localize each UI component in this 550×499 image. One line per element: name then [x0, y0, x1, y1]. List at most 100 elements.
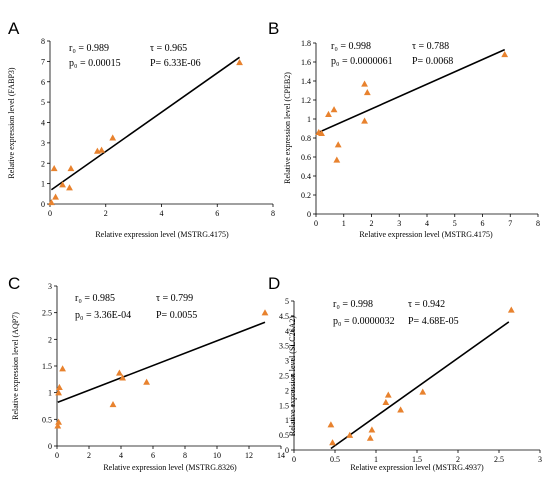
y-tick-label: 8 [41, 37, 45, 46]
data-point [318, 129, 325, 136]
x-tick-label: 5 [453, 219, 457, 228]
y-tick-label: 0.5 [279, 431, 289, 440]
y-tick-label: 0.2 [301, 191, 311, 200]
stat-p: P= 6.33E-06 [150, 58, 201, 69]
data-point [501, 51, 509, 58]
y-tick-label: 1.5 [279, 401, 289, 410]
x-tick-label: 0.5 [330, 455, 340, 464]
y-tick-label: 0 [285, 446, 289, 455]
panel-letter: A [8, 19, 20, 38]
y-tick-label: 0.5 [42, 415, 52, 424]
x-tick-label: 2.5 [494, 455, 504, 464]
panel-letter: C [8, 274, 20, 293]
fit-line [50, 56, 241, 191]
y-tick-label: 0 [41, 200, 45, 209]
x-tick-label: 1 [342, 219, 346, 228]
y-tick-label: 3 [41, 139, 45, 148]
data-point [330, 106, 338, 113]
data-point [143, 378, 150, 385]
y-tick-label: 2 [41, 159, 45, 168]
data-point [98, 146, 105, 153]
stat-p: P= 0.0068 [412, 56, 453, 67]
data-point [361, 117, 368, 124]
x-tick-label: 6 [215, 209, 219, 218]
data-point [334, 141, 342, 148]
x-tick-label: 14 [277, 451, 285, 460]
x-tick-label: 2 [104, 209, 108, 218]
panel-letter: B [268, 19, 279, 38]
stat-r0: r₀ = 0.989 [69, 43, 109, 54]
stat-tau: τ = 0.788 [412, 41, 449, 52]
data-point [59, 181, 66, 188]
y-tick-label: 1.6 [301, 58, 311, 67]
y-tick-label: 1.5 [42, 362, 52, 371]
x-tick-label: 4 [425, 219, 429, 228]
y-tick-label: 1 [41, 180, 45, 189]
stat-tau: τ = 0.942 [408, 299, 445, 310]
data-point [47, 198, 55, 206]
x-tick-label: 1.5 [412, 455, 422, 464]
x-tick-label: 4 [160, 209, 164, 218]
stat-p0: p₀ = 3.36E-04 [75, 310, 131, 321]
y-tick-label: 2 [285, 386, 289, 395]
data-point [346, 431, 354, 438]
stat-p0: p₀ = 0.00015 [69, 58, 121, 69]
x-tick-label: 7 [508, 219, 512, 228]
fit-line [318, 48, 506, 134]
y-axis-label: Relative expression level (CPEB2) [283, 72, 292, 184]
x-tick-label: 1 [374, 455, 378, 464]
data-point [50, 164, 58, 172]
x-tick-label: 12 [245, 451, 253, 460]
stat-r0: r₀ = 0.998 [333, 299, 373, 310]
y-tick-label: 1 [48, 389, 52, 398]
data-point [59, 365, 66, 372]
y-tick-label: 0 [307, 210, 311, 219]
fit-line [57, 321, 266, 404]
stat-p0: p₀ = 0.0000032 [333, 316, 395, 327]
y-axis-label: Relative expression level (AQP7) [11, 312, 20, 420]
data-point [384, 391, 392, 398]
y-tick-label: 7 [41, 57, 45, 66]
data-point [55, 418, 62, 425]
y-tick-label: 0.6 [301, 153, 311, 162]
x-tick-label: 0 [314, 219, 318, 228]
y-tick-label: 2 [48, 335, 52, 344]
y-tick-label: 4.5 [279, 312, 289, 321]
y-axis-label: Relative expression level (SLC26A2) [288, 316, 297, 437]
x-tick-label: 10 [213, 451, 221, 460]
data-point [119, 374, 126, 381]
y-tick-label: 5 [285, 297, 289, 306]
panel-b: B 0 1 2 3 4 5 6 7 8 0 0.2 0.4 0.6 0.8 1 1.2 1.4 1.6 1.8 Rela… [268, 19, 540, 239]
data-point [507, 306, 515, 313]
x-tick-label: 8 [183, 451, 187, 460]
x-tick-label: 3 [538, 455, 542, 464]
y-tick-label: 0.4 [301, 172, 311, 181]
data-point [109, 134, 117, 141]
y-axis-label: Relative expression level (FABP3) [7, 67, 16, 179]
stat-r0: r₀ = 0.985 [75, 293, 115, 304]
y-tick-label: 3.5 [279, 342, 289, 351]
data-point [261, 309, 269, 316]
panel-d: D 0 0.5 1 1.5 2 2.5 3 0 0.5 1 1.5 2 2.5 3 3.5 4 4.5 5 Relat… [268, 274, 542, 472]
data-point [382, 398, 390, 406]
y-tick-label: 1 [307, 115, 311, 124]
data-point [325, 110, 332, 117]
data-point [333, 156, 341, 163]
data-point [327, 421, 335, 428]
x-tick-label: 3 [397, 219, 401, 228]
y-tick-label: 0 [48, 442, 52, 451]
x-axis-label: Relative expression level (MSTRG.4175) [359, 230, 493, 239]
stat-tau: τ = 0.965 [150, 43, 187, 54]
x-tick-label: 2 [87, 451, 91, 460]
stat-p: P= 4.68E-05 [408, 316, 459, 327]
y-tick-label: 0.8 [301, 134, 311, 143]
stat-p0: p₀ = 0.0000061 [331, 56, 393, 67]
x-axis-label: Relative expression level (MSTRG.4175) [95, 230, 229, 239]
y-tick-label: 4 [285, 327, 289, 336]
x-axis-label: Relative expression level (MSTRG.4937) [350, 463, 484, 472]
y-tick-label: 2.5 [42, 309, 52, 318]
data-point [54, 422, 62, 429]
x-tick-label: 0 [292, 455, 296, 464]
data-point [366, 434, 374, 441]
